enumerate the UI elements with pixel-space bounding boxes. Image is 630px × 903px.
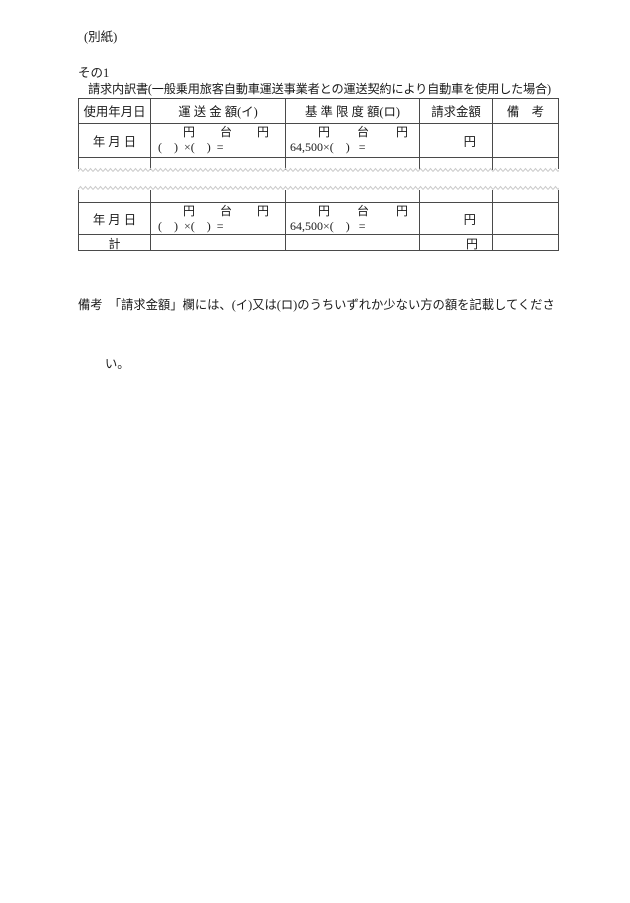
empty-cell xyxy=(420,190,493,202)
unit-dai-label: 台 xyxy=(356,125,369,139)
limit-formula-text: 64,500×( ) = xyxy=(290,140,366,154)
remarks-cell xyxy=(493,203,558,234)
empty-cell xyxy=(420,158,493,170)
empty-cell xyxy=(493,190,558,202)
transport-formula-text: ( ) ×( ) = xyxy=(158,140,224,154)
billing-table-upper: 使用年月日 運 送 金 額(イ) 基 準 限 度 額(ロ) 請求金額 備 考 年… xyxy=(78,98,559,170)
unit-dai-label: 台 xyxy=(356,204,369,218)
form-title: 請求内訳書(一般乗用旅客自動車運送事業者との運送契約により自動車を使用した場合) xyxy=(88,82,551,96)
column-header-transport-amount: 運 送 金 額(イ) xyxy=(151,99,286,123)
torn-edge-top xyxy=(78,167,559,173)
unit-dai-label: 台 xyxy=(219,204,232,218)
total-label-cell: 計 xyxy=(79,235,151,251)
transport-amount-cell: 円 台 円 ( ) ×( ) = xyxy=(151,124,286,157)
remarks-note-line1: 備考 「請求金額」欄には、(イ)又は(ロ)のうちいずれか少ない方の額を記載してく… xyxy=(78,298,555,312)
unit-yen-label: 円 xyxy=(318,204,331,218)
unit-yen-label: 円 xyxy=(318,125,331,139)
transport-unit-labels: 円 台 円 xyxy=(151,125,285,140)
torn-edge-bottom xyxy=(78,185,559,191)
transport-formula-text: ( ) ×( ) = xyxy=(158,219,224,233)
remarks-cell xyxy=(493,124,558,157)
empty-cell xyxy=(493,235,558,251)
part-label: その1 xyxy=(78,66,110,80)
empty-cell xyxy=(151,158,286,170)
unit-yen-label: 円 xyxy=(256,125,269,139)
unit-yen-label: 円 xyxy=(395,204,408,218)
unit-yen-label: 円 xyxy=(395,125,408,139)
empty-cell xyxy=(79,158,151,170)
transport-unit-labels: 円 台 円 xyxy=(151,204,285,219)
column-header-standard-limit: 基 準 限 度 額(ロ) xyxy=(286,99,420,123)
column-header-billing-amount: 請求金額 xyxy=(420,99,493,123)
table-stub-row xyxy=(79,190,558,203)
empty-cell xyxy=(151,190,286,202)
empty-cell xyxy=(286,190,420,202)
billing-amount-cell: 円 xyxy=(420,124,493,157)
standard-limit-cell: 円 台 円 64,500×( ) = xyxy=(286,124,420,157)
unit-yen-label: 円 xyxy=(256,204,269,218)
unit-dai-label: 台 xyxy=(219,125,232,139)
table-row: 年 月 日 円 台 円 ( ) ×( ) = 円 台 円 64,500×( ) … xyxy=(79,124,558,158)
limit-unit-labels: 円 台 円 xyxy=(286,204,419,219)
column-header-remarks: 備 考 xyxy=(506,105,545,119)
unit-yen-label: 円 xyxy=(183,125,196,139)
transport-amount-cell: 円 台 円 ( ) ×( ) = xyxy=(151,203,286,234)
empty-cell xyxy=(79,190,151,202)
standard-limit-cell: 円 台 円 64,500×( ) = xyxy=(286,203,420,234)
usage-date-cell: 年 月 日 xyxy=(79,203,151,234)
table-stub-row xyxy=(79,158,558,170)
unit-yen-label: 円 xyxy=(183,204,196,218)
total-billing-cell: 円 xyxy=(420,235,493,251)
limit-unit-labels: 円 台 円 xyxy=(286,125,419,140)
billing-table-lower: 年 月 日 円 台 円 ( ) ×( ) = 円 台 円 64,500×( ) … xyxy=(78,190,559,251)
table-header-row: 使用年月日 運 送 金 額(イ) 基 準 限 度 額(ロ) 請求金額 備 考 xyxy=(79,99,558,124)
remarks-note: 備考 「請求金額」欄には、(イ)又は(ロ)のうちいずれか少ない方の額を記載してく… xyxy=(78,257,564,413)
table-row: 年 月 日 円 台 円 ( ) ×( ) = 円 台 円 64,500×( ) … xyxy=(79,203,558,235)
empty-cell xyxy=(286,158,420,170)
total-row: 計 円 xyxy=(79,235,558,251)
billing-amount-cell: 円 xyxy=(420,203,493,234)
empty-cell xyxy=(151,235,286,251)
attachment-label: (別紙) xyxy=(84,30,118,44)
empty-cell xyxy=(286,235,420,251)
remarks-note-line2: い。 xyxy=(105,356,130,371)
limit-formula-text: 64,500×( ) = xyxy=(290,219,366,233)
column-header-usage-date: 使用年月日 xyxy=(79,99,151,123)
usage-date-cell: 年 月 日 xyxy=(79,124,151,157)
